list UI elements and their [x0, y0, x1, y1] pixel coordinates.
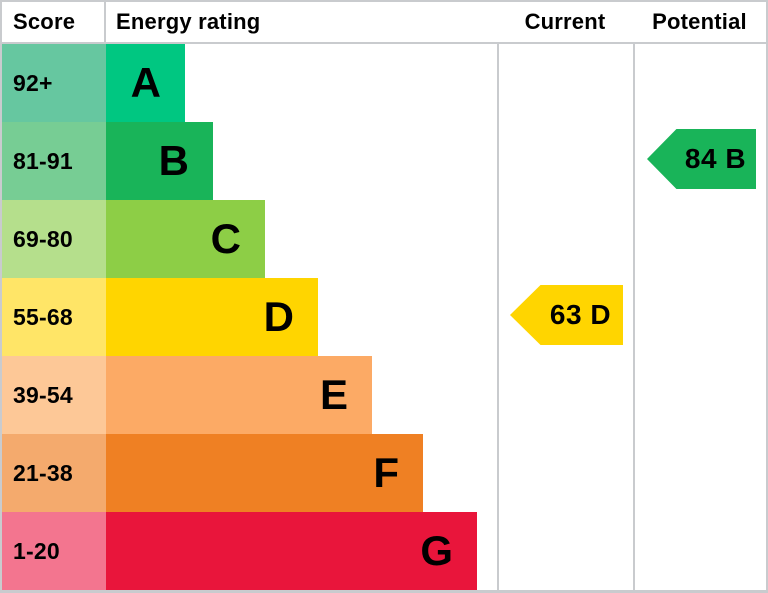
band-bar: B — [106, 122, 213, 200]
band-letter: C — [210, 215, 241, 262]
band-score-cell: 81-91 — [2, 122, 106, 200]
band-row: 21-38 F — [2, 434, 766, 512]
band-bar: C — [106, 200, 265, 278]
band-bar: D — [106, 278, 318, 356]
band-bar: E — [106, 356, 372, 434]
band-bar: F — [106, 434, 423, 512]
header-current: Current — [524, 9, 606, 34]
band-bar: A — [106, 44, 185, 122]
band-score-cell: 92+ — [2, 44, 106, 122]
band-row: 81-91 B — [2, 122, 766, 200]
band-score-cell: 1-20 — [2, 512, 106, 590]
band-letter: D — [263, 293, 294, 340]
band-score-cell: 39-54 — [2, 356, 106, 434]
band-score-cell: 21-38 — [2, 434, 106, 512]
band-row: 69-80 C — [2, 200, 766, 278]
band-row: 92+ A — [2, 44, 766, 122]
band-letter: A — [130, 59, 161, 106]
table-header: Score Energy rating Current Potential — [2, 2, 766, 44]
band-row: 39-54 E — [2, 356, 766, 434]
header-score: Score — [2, 2, 106, 42]
column-divider-current — [497, 2, 499, 590]
potential-rating-label: 84 B — [684, 143, 747, 174]
band-bar: G — [106, 512, 477, 590]
band-letter: B — [158, 137, 189, 184]
band-score-cell: 69-80 — [2, 200, 106, 278]
column-divider-potential — [633, 2, 635, 590]
header-energy-rating: Energy rating — [116, 9, 261, 34]
band-letter: G — [420, 527, 453, 574]
band-score-cell: 55-68 — [2, 278, 106, 356]
band-letter: E — [319, 371, 348, 418]
band-letter: F — [373, 449, 399, 496]
current-rating-label: 63 D — [549, 299, 612, 330]
header-potential: Potential — [652, 9, 747, 34]
band-row: 1-20 G — [2, 512, 766, 590]
band-row: 55-68 D — [2, 278, 766, 356]
band-rows: 92+ A 81-91 B 69-80 C 55-68 D 39-54 E 21… — [2, 44, 766, 590]
